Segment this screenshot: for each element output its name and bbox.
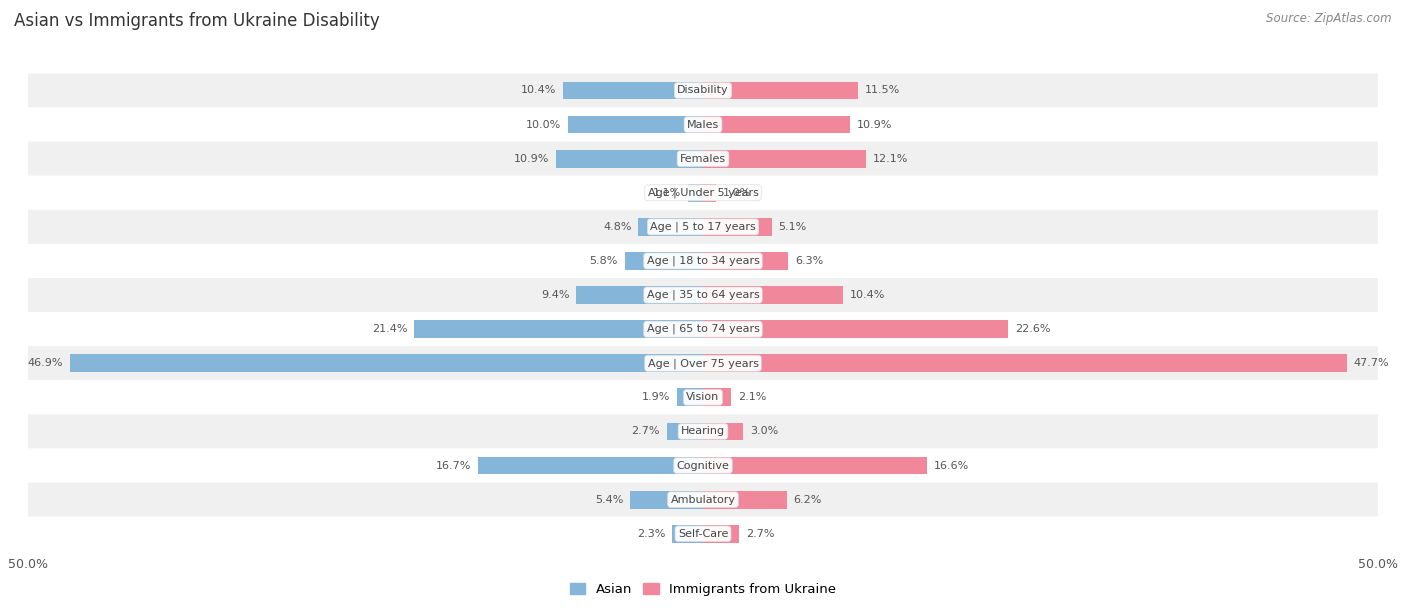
Bar bbox=[703, 81, 858, 99]
Bar bbox=[568, 116, 703, 133]
FancyBboxPatch shape bbox=[28, 346, 1378, 380]
Bar bbox=[703, 525, 740, 543]
Bar bbox=[478, 457, 703, 474]
Text: Age | 35 to 64 years: Age | 35 to 64 years bbox=[647, 290, 759, 300]
Bar bbox=[666, 423, 703, 440]
Text: Asian vs Immigrants from Ukraine Disability: Asian vs Immigrants from Ukraine Disabil… bbox=[14, 12, 380, 30]
Text: Age | 65 to 74 years: Age | 65 to 74 years bbox=[647, 324, 759, 334]
FancyBboxPatch shape bbox=[28, 73, 1378, 108]
Text: 2.7%: 2.7% bbox=[747, 529, 775, 539]
Text: 11.5%: 11.5% bbox=[865, 86, 900, 95]
Text: 6.3%: 6.3% bbox=[794, 256, 823, 266]
Text: 6.2%: 6.2% bbox=[793, 494, 823, 505]
Bar bbox=[630, 491, 703, 509]
FancyBboxPatch shape bbox=[28, 108, 1378, 141]
Text: Females: Females bbox=[681, 154, 725, 163]
FancyBboxPatch shape bbox=[28, 210, 1378, 244]
Bar bbox=[703, 184, 717, 201]
FancyBboxPatch shape bbox=[28, 414, 1378, 449]
Text: 22.6%: 22.6% bbox=[1015, 324, 1050, 334]
Text: 5.8%: 5.8% bbox=[589, 256, 619, 266]
FancyBboxPatch shape bbox=[28, 244, 1378, 278]
Text: Self-Care: Self-Care bbox=[678, 529, 728, 539]
Text: Age | 5 to 17 years: Age | 5 to 17 years bbox=[650, 222, 756, 232]
Bar bbox=[415, 320, 703, 338]
Text: Source: ZipAtlas.com: Source: ZipAtlas.com bbox=[1267, 12, 1392, 25]
Bar bbox=[703, 457, 927, 474]
FancyBboxPatch shape bbox=[28, 312, 1378, 346]
FancyBboxPatch shape bbox=[28, 449, 1378, 483]
FancyBboxPatch shape bbox=[28, 517, 1378, 551]
Text: 3.0%: 3.0% bbox=[751, 427, 779, 436]
Bar bbox=[703, 320, 1008, 338]
FancyBboxPatch shape bbox=[28, 176, 1378, 210]
Text: Age | 18 to 34 years: Age | 18 to 34 years bbox=[647, 256, 759, 266]
Text: 46.9%: 46.9% bbox=[28, 358, 63, 368]
Text: Disability: Disability bbox=[678, 86, 728, 95]
Bar bbox=[688, 184, 703, 201]
Bar bbox=[70, 354, 703, 372]
Bar bbox=[624, 252, 703, 270]
Text: 2.1%: 2.1% bbox=[738, 392, 766, 402]
Text: 10.4%: 10.4% bbox=[851, 290, 886, 300]
Bar bbox=[703, 286, 844, 304]
FancyBboxPatch shape bbox=[28, 278, 1378, 312]
Text: 5.1%: 5.1% bbox=[779, 222, 807, 232]
Bar bbox=[555, 150, 703, 168]
Text: 10.0%: 10.0% bbox=[526, 119, 561, 130]
Bar bbox=[672, 525, 703, 543]
Text: 21.4%: 21.4% bbox=[373, 324, 408, 334]
Bar bbox=[703, 423, 744, 440]
Text: 9.4%: 9.4% bbox=[541, 290, 569, 300]
Bar bbox=[703, 218, 772, 236]
Text: 5.4%: 5.4% bbox=[595, 494, 623, 505]
Text: Age | Over 75 years: Age | Over 75 years bbox=[648, 358, 758, 368]
Text: Males: Males bbox=[688, 119, 718, 130]
Text: Hearing: Hearing bbox=[681, 427, 725, 436]
Text: 10.9%: 10.9% bbox=[513, 154, 550, 163]
Text: 10.9%: 10.9% bbox=[856, 119, 893, 130]
Text: Vision: Vision bbox=[686, 392, 720, 402]
Bar bbox=[703, 150, 866, 168]
Text: Ambulatory: Ambulatory bbox=[671, 494, 735, 505]
Legend: Asian, Immigrants from Ukraine: Asian, Immigrants from Ukraine bbox=[564, 578, 842, 602]
Text: 2.7%: 2.7% bbox=[631, 427, 659, 436]
Bar bbox=[703, 354, 1347, 372]
Text: Cognitive: Cognitive bbox=[676, 461, 730, 471]
Text: 1.1%: 1.1% bbox=[654, 188, 682, 198]
Bar bbox=[703, 491, 787, 509]
Bar bbox=[678, 389, 703, 406]
Bar bbox=[703, 389, 731, 406]
Text: 4.8%: 4.8% bbox=[603, 222, 631, 232]
Text: 16.7%: 16.7% bbox=[436, 461, 471, 471]
FancyBboxPatch shape bbox=[28, 483, 1378, 517]
Text: Age | Under 5 years: Age | Under 5 years bbox=[648, 187, 758, 198]
Text: 12.1%: 12.1% bbox=[873, 154, 908, 163]
Bar bbox=[562, 81, 703, 99]
Bar bbox=[703, 116, 851, 133]
FancyBboxPatch shape bbox=[28, 380, 1378, 414]
Text: 1.0%: 1.0% bbox=[723, 188, 751, 198]
Text: 10.4%: 10.4% bbox=[520, 86, 555, 95]
FancyBboxPatch shape bbox=[28, 141, 1378, 176]
Text: 47.7%: 47.7% bbox=[1354, 358, 1389, 368]
Text: 1.9%: 1.9% bbox=[643, 392, 671, 402]
Text: 2.3%: 2.3% bbox=[637, 529, 665, 539]
Bar bbox=[638, 218, 703, 236]
Text: 16.6%: 16.6% bbox=[934, 461, 969, 471]
Bar bbox=[703, 252, 787, 270]
Bar bbox=[576, 286, 703, 304]
